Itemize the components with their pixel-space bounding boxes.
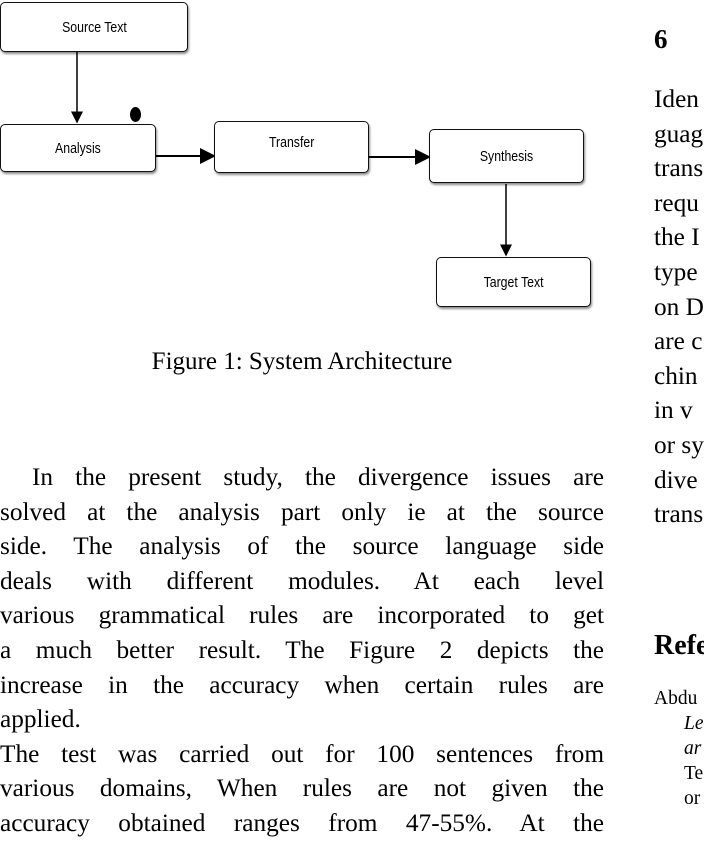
- reference-line: or: [684, 788, 701, 809]
- text-line: The test was carried out for 100 sentenc…: [0, 739, 604, 768]
- diagram-arrows: [71, 51, 512, 257]
- node-target-text-label: Target Text: [483, 273, 544, 291]
- text-line: trans: [654, 154, 704, 183]
- figure-caption: Figure 1: System Architecture: [151, 348, 453, 375]
- text-line: increase in the accuracy when certain ru…: [0, 670, 604, 699]
- text-line: applied.: [0, 705, 81, 734]
- references-list: Abdu Le ar Te or: [654, 686, 704, 811]
- text-line: In the present study, the divergence iss…: [32, 463, 604, 491]
- text-line: deals with different modules. At each le…: [0, 566, 604, 595]
- node-transfer-label: Transfer: [268, 134, 315, 151]
- reference-line: ar: [684, 738, 702, 759]
- reference-line: Abdu: [654, 688, 698, 709]
- text-line: in v: [654, 396, 693, 425]
- node-target-text: Target Text: [436, 257, 591, 307]
- text-line: Iden: [654, 85, 699, 113]
- references-heading: Refe: [654, 630, 704, 661]
- text-line: chin: [654, 361, 698, 390]
- text-line: dive: [654, 465, 698, 494]
- text-line: requ: [654, 188, 699, 217]
- text-line: or sy: [654, 430, 704, 459]
- body-paragraph-1: In the present study, the divergence iss…: [0, 460, 604, 841]
- node-synthesis-label: Synthesis: [479, 147, 534, 165]
- text-line: solved at the analysis part only ie at t…: [0, 497, 604, 526]
- node-source-text: Source Text: [0, 2, 188, 52]
- text-line: side. The analysis of the source languag…: [0, 532, 604, 561]
- text-line: type: [654, 257, 698, 286]
- text-line: the I: [654, 223, 700, 252]
- text-line: accuracy obtained ranges from 47-55%. At…: [0, 808, 604, 837]
- node-analysis-label: Analysis: [55, 139, 101, 157]
- text-line: guag: [654, 119, 704, 148]
- text-line: trans: [654, 500, 704, 529]
- right-column-text: Iden guag trans requ the I type on D are…: [654, 82, 704, 532]
- section-number: 6: [654, 24, 668, 54]
- node-synthesis: Synthesis: [429, 129, 584, 183]
- text-line: are c: [654, 327, 703, 356]
- text-line: various domains, When rules are not give…: [0, 774, 604, 803]
- text-line: on D: [654, 292, 704, 321]
- diagram-dot-mark: [130, 107, 141, 122]
- reference-line: Te: [684, 763, 704, 784]
- text-line: a much better result. The Figure 2 depic…: [0, 635, 604, 664]
- reference-line: Le: [684, 713, 704, 734]
- node-analysis: Analysis: [0, 124, 156, 172]
- node-source-text-label: Source Text: [61, 18, 127, 36]
- text-line: various grammatical rules are incorporat…: [0, 601, 604, 630]
- node-transfer: Transfer: [214, 121, 369, 173]
